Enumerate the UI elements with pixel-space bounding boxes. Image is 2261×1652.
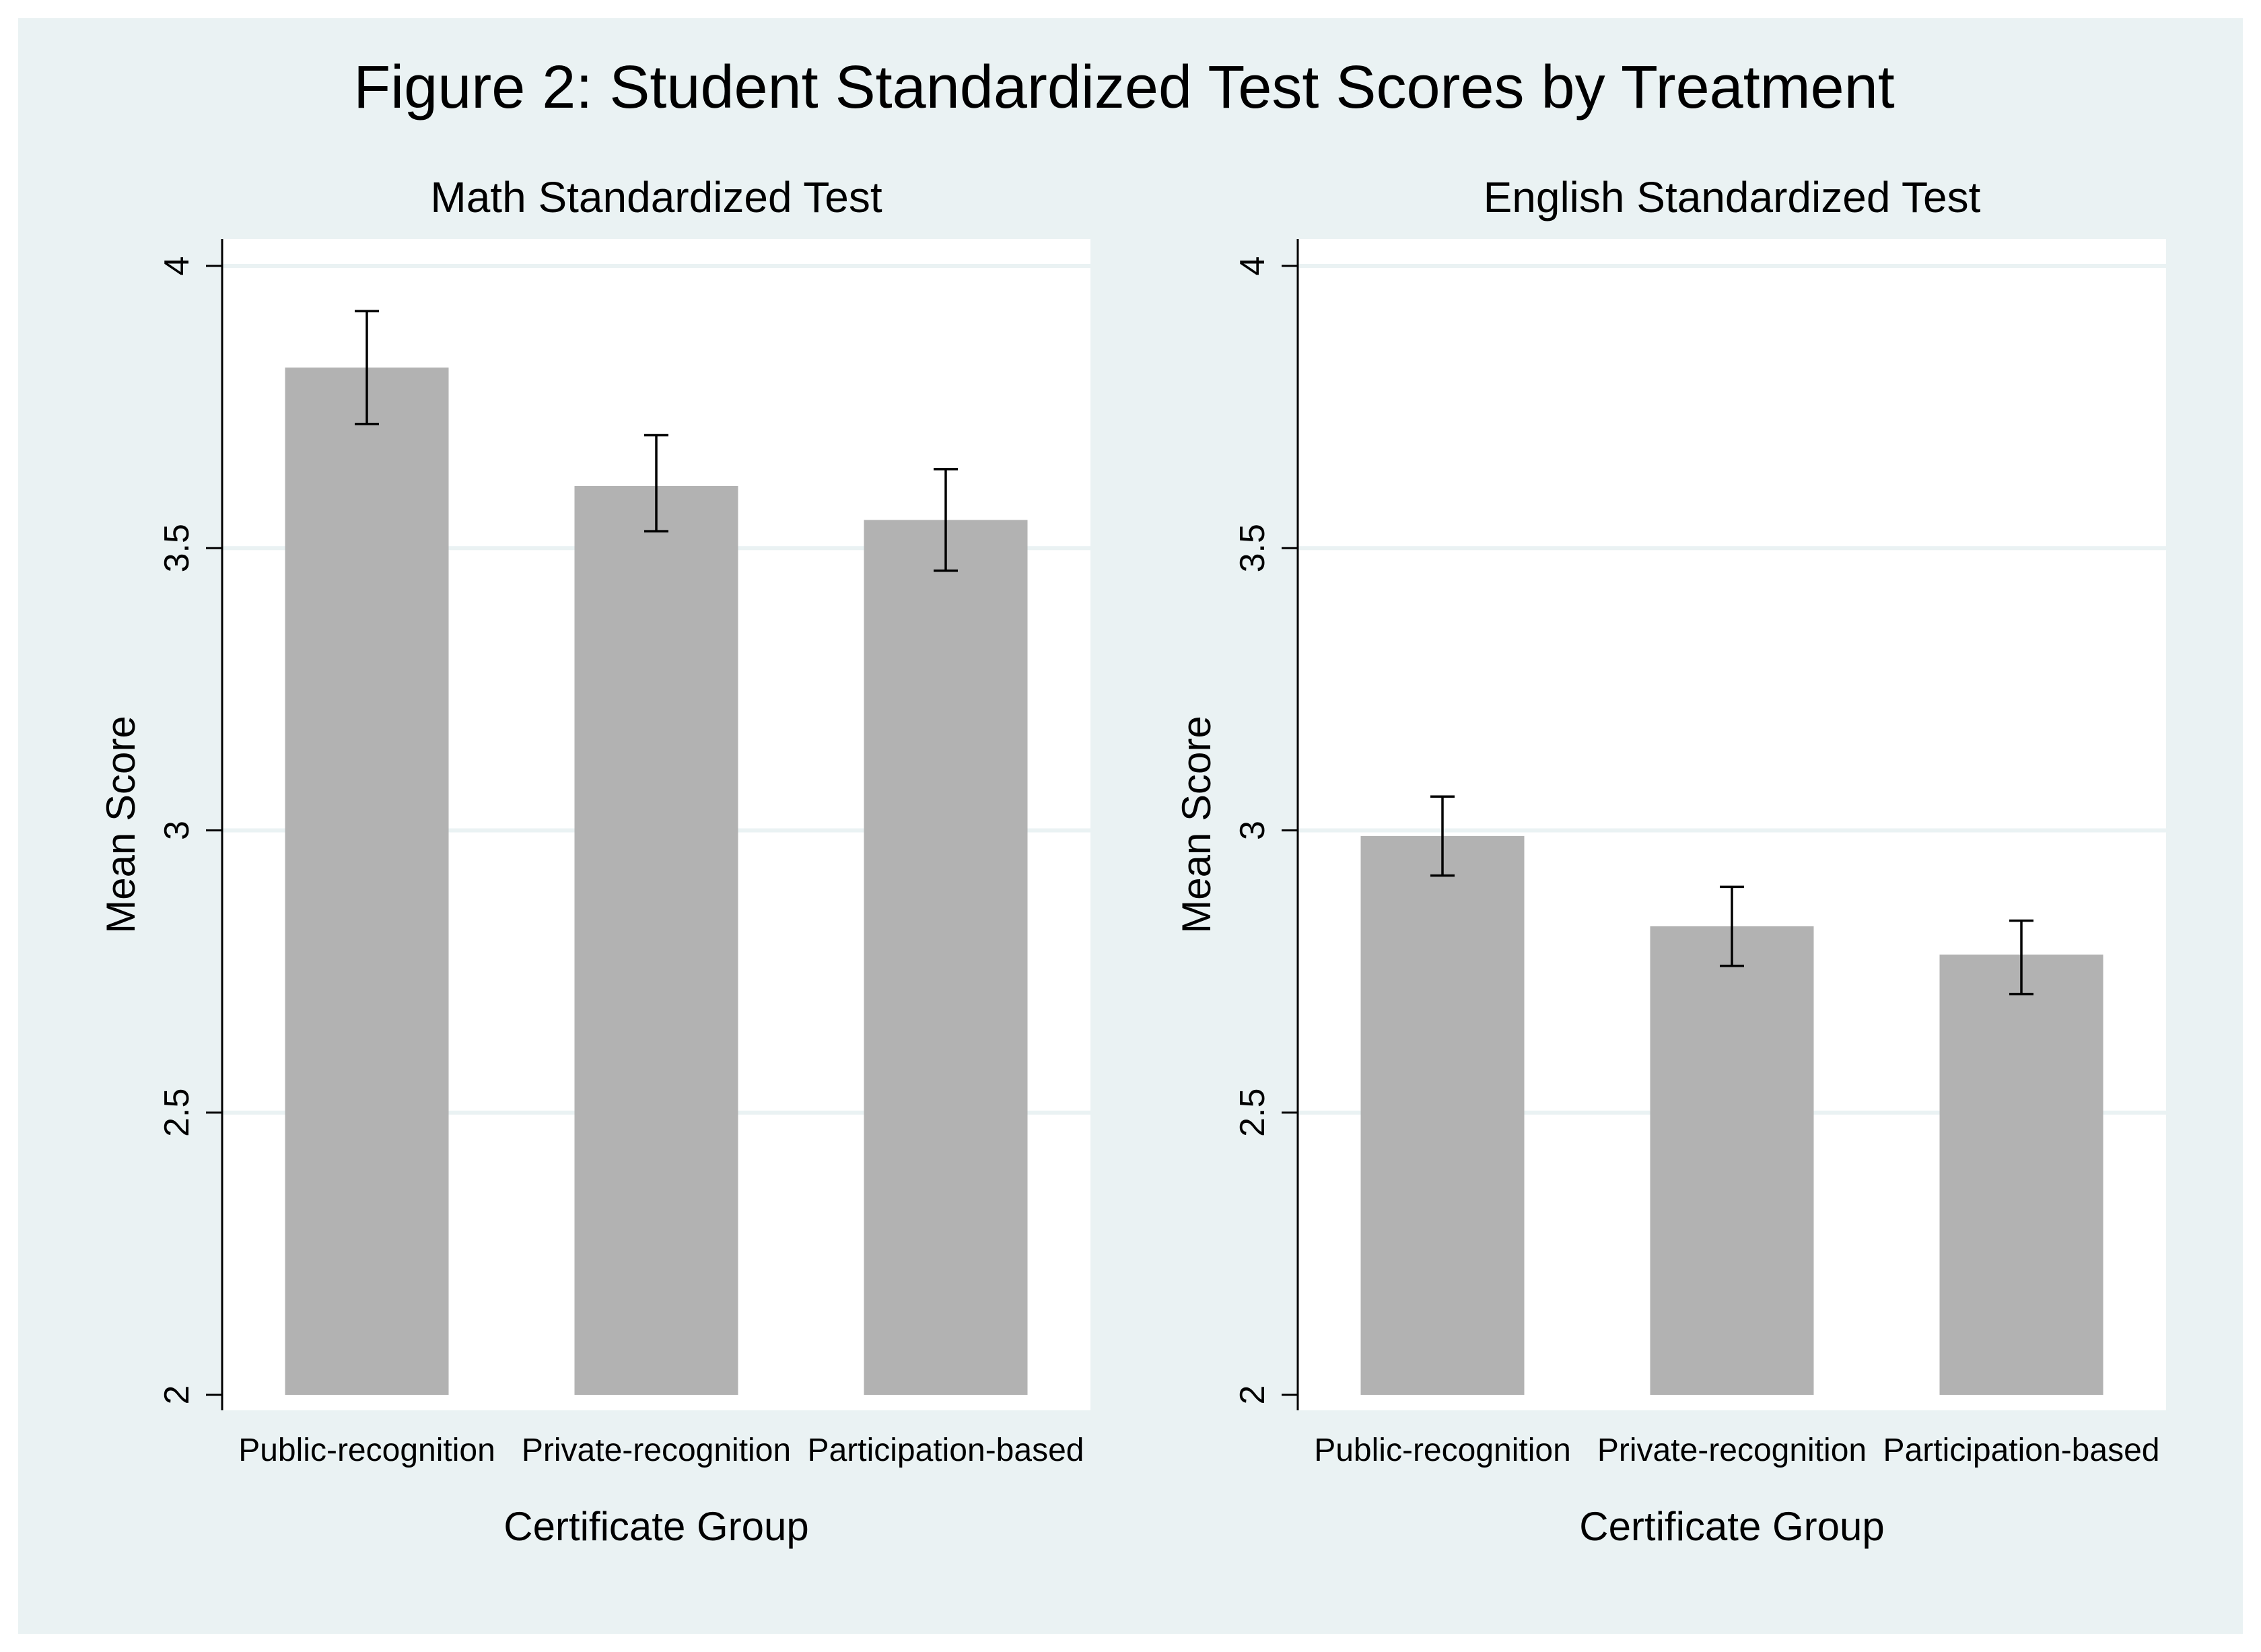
bar <box>1650 926 1814 1395</box>
panel-math: 2 2.5 3 3.5 4 Public-recognition Private-recog… <box>98 173 1090 1549</box>
bar <box>574 486 738 1395</box>
y-tick-label: 3.5 <box>1233 524 1272 572</box>
x-axis-label: Certificate Group <box>1579 1504 1885 1549</box>
y-tick-label: 2.5 <box>1233 1089 1272 1137</box>
panel-english: 2 2.5 3 3.5 4 Public-recognition Private-recog… <box>1174 173 2166 1549</box>
y-tick-label: 3.5 <box>158 524 197 572</box>
bar <box>1939 954 2103 1395</box>
y-tick-label: 2 <box>1233 1385 1272 1405</box>
y-axis-label: Mean Score <box>98 716 143 934</box>
error-bar <box>355 310 379 425</box>
y-tick-label: 4 <box>1233 256 1272 276</box>
error-bar <box>644 434 668 532</box>
x-tick-label: Private-recognition <box>522 1433 791 1468</box>
y-tick-label: 3 <box>158 821 197 840</box>
panel-title: English Standardized Test <box>1484 173 1981 221</box>
y-tick-label: 4 <box>158 256 197 276</box>
bar <box>285 367 449 1396</box>
y-tick-label: 3 <box>1233 821 1272 840</box>
y-tick-label: 2.5 <box>158 1089 197 1137</box>
error-bar <box>1430 795 1455 877</box>
x-tick-label: Public-recognition <box>238 1433 495 1468</box>
bar <box>864 520 1028 1396</box>
error-bar <box>2009 919 2033 996</box>
figure-title: Figure 2: Student Standardized Test Scor… <box>353 54 1895 121</box>
error-bar <box>934 468 958 572</box>
y-axis-label: Mean Score <box>1174 716 1219 934</box>
y-tick-label: 2 <box>158 1385 197 1405</box>
x-tick-label: Participation-based <box>808 1433 1084 1468</box>
panel-title: Math Standardized Test <box>430 173 882 221</box>
x-tick-label: Public-recognition <box>1314 1433 1571 1468</box>
error-bar <box>1720 885 1744 967</box>
x-axis-label: Certificate Group <box>503 1504 809 1549</box>
x-tick-label: Private-recognition <box>1597 1433 1867 1468</box>
bar <box>1360 835 1525 1395</box>
x-tick-label: Participation-based <box>1883 1433 2160 1468</box>
